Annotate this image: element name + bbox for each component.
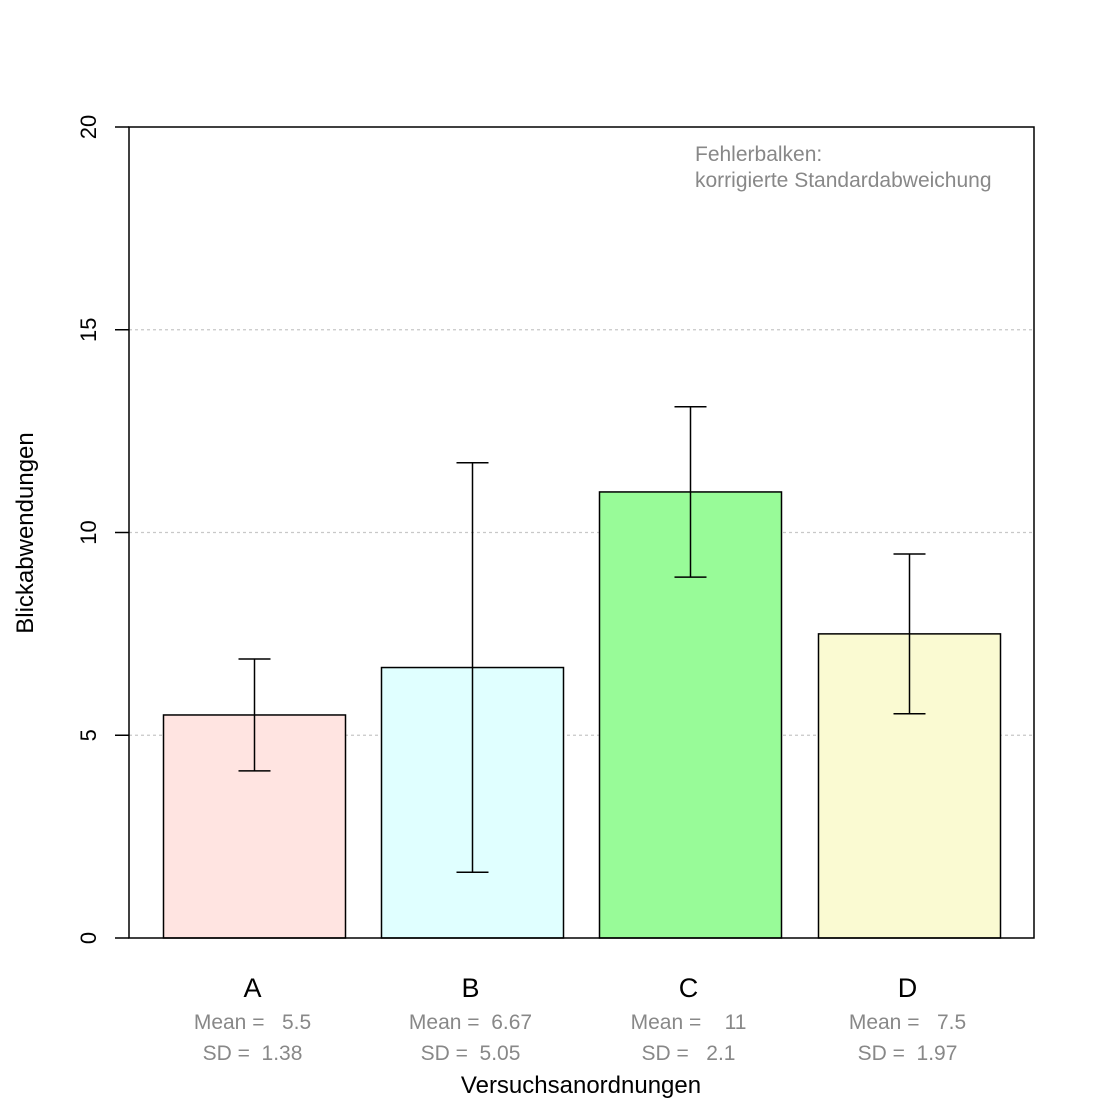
sd-label-d: SD = 1.97: [858, 1042, 958, 1065]
mean-label-d: Mean = 7.5: [849, 1011, 966, 1034]
y-tick-label: 5: [76, 729, 101, 741]
y-axis: 0 5 10 15 20: [76, 115, 129, 944]
error-bar-note-line2: korrigierte Standardabweichung: [695, 169, 992, 192]
mean-label-b: Mean = 6.67: [409, 1011, 532, 1034]
y-tick-label: 20: [76, 115, 101, 139]
y-axis-label: Blickabwendungen: [12, 432, 39, 633]
category-label-c: C: [679, 973, 699, 1003]
y-tick-label: 10: [76, 520, 101, 544]
mean-label-a: Mean = 5.5: [194, 1011, 311, 1034]
sd-label-b: SD = 5.05: [421, 1042, 521, 1065]
category-label-b: B: [461, 973, 479, 1003]
mean-label-c: Mean = 11: [631, 1011, 747, 1034]
error-bar-note-line1: Fehlerbalken:: [695, 143, 822, 166]
sd-label-c: SD = 2.1: [642, 1042, 736, 1065]
y-tick-label: 0: [76, 932, 101, 944]
x-axis-labels: A Mean = 5.5 SD = 1.38 B Mean = 6.67 SD = 5.0…: [194, 973, 966, 1065]
sd-label-a: SD = 1.38: [203, 1042, 303, 1065]
category-label-d: D: [898, 973, 918, 1003]
error-bars: [238, 406, 926, 874]
y-tick-label: 15: [76, 318, 101, 342]
category-label-a: A: [243, 973, 261, 1003]
bars: [162, 491, 1002, 939]
x-axis-label: Versuchsanordnungen: [461, 1072, 701, 1099]
